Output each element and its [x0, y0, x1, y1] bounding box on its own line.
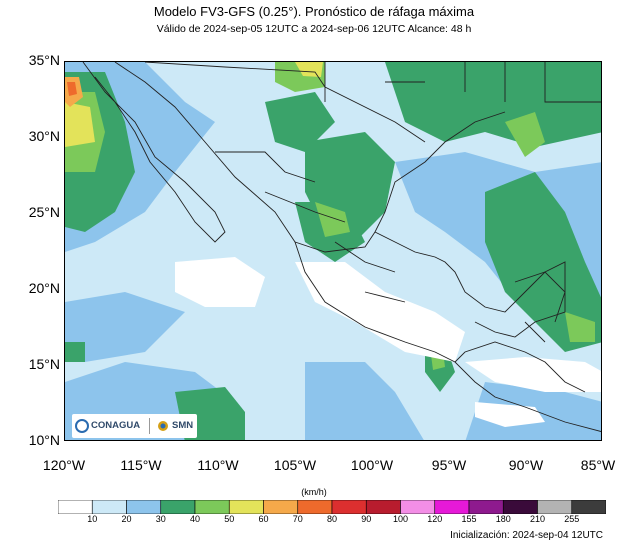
colorbar-tick-label: 100 — [392, 514, 409, 524]
colorbar-bin — [263, 500, 299, 514]
colorbar-tick-label: 80 — [326, 514, 337, 524]
init-time: Inicialización: 2024-sep-04 12UTC — [450, 530, 603, 541]
colorbar-bin — [228, 500, 264, 514]
colorbar-bin — [468, 500, 504, 514]
gust-forecast-map — [64, 61, 602, 441]
map-title: Modelo FV3-GFS (0.25°). Pronóstico de rá… — [153, 4, 475, 19]
colorbar-bin — [58, 500, 93, 514]
colorbar-tick-label: 90 — [361, 514, 372, 524]
colorbar-bin — [331, 500, 367, 514]
colorbar-bin — [194, 500, 230, 514]
smn-logo-text: SMN — [172, 420, 194, 431]
colorbar-tick-label: 20 — [121, 514, 132, 524]
smn-emblem-icon — [158, 421, 168, 431]
lon-label-110w: 110°W — [197, 457, 239, 473]
conagua-emblem-icon — [75, 419, 89, 433]
map-subtitle: Válido de 2024-sep-05 12UTC a 2024-sep-0… — [156, 23, 472, 35]
agency-logos: CONAGUA SMN — [72, 414, 197, 438]
colorbar-tick-label: 120 — [427, 514, 443, 524]
colorbar-bin — [571, 500, 606, 514]
lat-label-30n: 30°N — [28, 128, 60, 144]
lat-label-35n: 35°N — [28, 52, 60, 68]
colorbar-bin — [434, 500, 470, 514]
colorbar-bin — [126, 500, 162, 514]
colorbar-tick-label: 50 — [224, 514, 235, 524]
colorbar-tick-label: 70 — [292, 514, 303, 524]
lon-label-95w: 95°W — [431, 457, 467, 473]
colorbar — [58, 500, 606, 514]
colorbar-tick-label: 210 — [529, 514, 546, 524]
colorbar-tick-label: 255 — [564, 514, 580, 524]
colorbar-bin — [537, 500, 573, 514]
colorbar-bin — [502, 500, 538, 514]
lon-label-100w: 100°W — [350, 457, 394, 473]
colorbar-bin — [91, 500, 127, 514]
lon-label-115w: 115°W — [120, 457, 162, 473]
conagua-logo-text: CONAGUA — [91, 420, 141, 431]
logo-divider — [149, 418, 150, 434]
colorbar-bin — [400, 500, 436, 514]
colorbar-tick-label: 180 — [495, 514, 511, 524]
lon-label-85w: 85°W — [580, 457, 616, 473]
colorbar-bin — [297, 500, 333, 514]
lat-label-25n: 25°N — [28, 204, 60, 220]
lon-label-105w: 105°W — [273, 457, 317, 473]
colorbar-bin — [160, 500, 196, 514]
colorbar-tick-label: 10 — [87, 514, 98, 524]
colorbar-tick-label: 40 — [189, 514, 200, 524]
lon-label-120w: 120°W — [42, 457, 86, 473]
colorbar-unit: (km/h) — [301, 487, 327, 497]
colorbar-tick-label: 60 — [258, 514, 269, 524]
lat-label-20n: 20°N — [28, 280, 60, 296]
lat-label-10n: 10°N — [28, 432, 60, 448]
colorbar-tick-label: 30 — [155, 514, 166, 524]
map-canvas — [65, 62, 601, 440]
colorbar-tick-label: 155 — [461, 514, 477, 524]
colorbar-bin — [365, 500, 401, 514]
lon-label-90w: 90°W — [508, 457, 544, 473]
lat-label-15n: 15°N — [28, 356, 60, 372]
